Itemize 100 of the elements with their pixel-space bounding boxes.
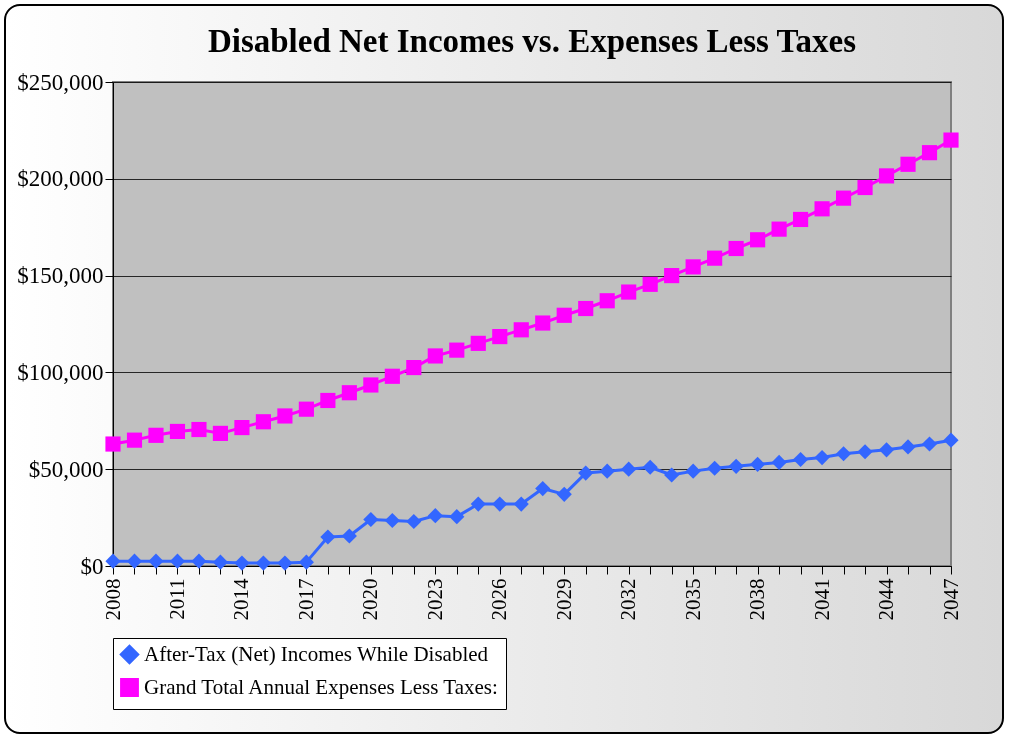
point — [578, 300, 594, 317]
point — [750, 232, 766, 248]
x-tick-label: 2020 — [358, 578, 383, 621]
point — [363, 377, 379, 393]
point — [513, 496, 529, 512]
point — [750, 456, 766, 472]
point — [556, 486, 572, 502]
point — [191, 553, 207, 569]
point — [578, 465, 594, 481]
point — [814, 201, 830, 217]
point — [943, 132, 959, 148]
point — [900, 439, 916, 455]
x-tick-label: 2032 — [616, 578, 641, 621]
point — [599, 293, 615, 309]
point — [320, 392, 336, 409]
point — [728, 240, 744, 257]
point — [535, 315, 551, 331]
point — [277, 408, 293, 424]
point — [191, 421, 207, 438]
y-tick-label: $50,000 — [28, 456, 104, 482]
point — [685, 259, 701, 275]
point — [298, 554, 314, 570]
point — [449, 509, 465, 525]
point — [728, 458, 744, 474]
point — [341, 385, 357, 401]
point — [384, 512, 400, 529]
point — [126, 432, 143, 448]
point — [921, 145, 938, 161]
x-tick-label: 2035 — [680, 578, 705, 621]
chart-title: Disabled Net Incomes vs. Expenses Less Taxes — [207, 23, 857, 59]
point — [793, 211, 809, 228]
y-tick-label: $200,000 — [17, 166, 104, 192]
legend-label: After-Tax (Net) Incomes While Disabled — [144, 641, 489, 666]
point — [814, 450, 830, 466]
x-tick-label: 2029 — [551, 578, 576, 621]
x-tick-label: 2041 — [809, 578, 834, 621]
point — [427, 348, 443, 364]
x-tick-label: 2014 — [229, 578, 254, 621]
point — [255, 414, 271, 430]
point — [707, 250, 723, 266]
x-tick-label: 2017 — [293, 578, 318, 621]
y-tick-label: $100,000 — [17, 359, 104, 385]
point — [857, 179, 873, 196]
legend-label: Grand Total Annual Expenses Less Taxes: — [144, 674, 498, 699]
point — [320, 529, 336, 545]
point — [492, 496, 508, 512]
point — [363, 511, 379, 528]
point — [664, 268, 680, 284]
x-tick-label: 2038 — [745, 578, 770, 621]
point — [406, 359, 422, 376]
point — [427, 508, 443, 524]
x-tick-label: 2008 — [100, 578, 125, 621]
point — [900, 156, 916, 172]
point — [169, 423, 186, 440]
point — [664, 467, 680, 483]
point — [642, 276, 658, 292]
point — [878, 442, 895, 458]
point — [126, 553, 143, 569]
point — [148, 553, 164, 569]
point — [406, 513, 422, 530]
point — [835, 446, 852, 462]
point — [771, 221, 787, 237]
x-tick-label: 2026 — [487, 578, 512, 621]
x-tick-label: 2011 — [164, 578, 189, 620]
x-tick-label: 2023 — [422, 578, 447, 621]
point — [621, 461, 637, 477]
point — [857, 444, 873, 460]
point — [105, 436, 121, 452]
point — [148, 427, 164, 443]
point — [556, 307, 572, 323]
point — [212, 554, 229, 570]
point — [449, 342, 465, 358]
point — [234, 555, 250, 571]
point — [535, 480, 551, 497]
y-tick-label: $150,000 — [17, 263, 104, 289]
point — [212, 425, 229, 441]
point — [277, 555, 293, 571]
point — [384, 368, 400, 384]
point — [298, 401, 314, 417]
point — [878, 168, 895, 184]
point — [341, 528, 357, 544]
point — [255, 555, 271, 571]
point — [771, 454, 787, 471]
point — [707, 460, 723, 476]
point — [685, 463, 701, 479]
point — [599, 463, 615, 479]
y-tick-label: $0 — [80, 553, 104, 579]
y-tick-label: $250,000 — [17, 69, 104, 95]
point — [513, 322, 529, 338]
point — [470, 335, 486, 351]
point — [642, 459, 658, 475]
point — [921, 436, 938, 452]
point — [169, 553, 186, 569]
point — [492, 329, 508, 345]
point — [943, 432, 959, 448]
point — [793, 451, 809, 468]
x-tick-label: 2044 — [874, 578, 899, 621]
point — [835, 190, 852, 206]
point — [621, 284, 637, 300]
x-tick-label: 2047 — [938, 578, 963, 621]
